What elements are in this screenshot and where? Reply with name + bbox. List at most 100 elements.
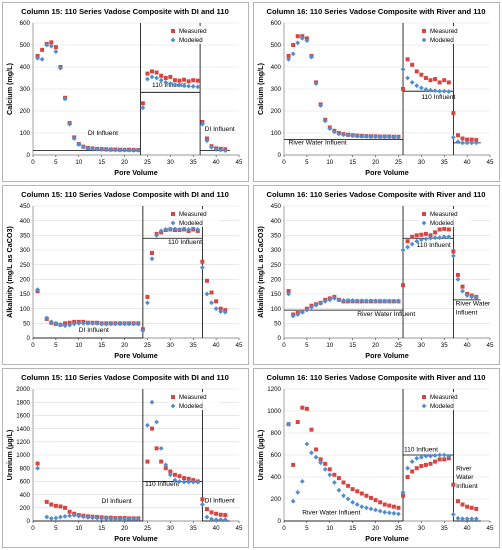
modeled-point [53,49,59,54]
modeled-point [446,453,452,459]
x-tick-label: 40 [213,342,220,349]
modeled-point [341,298,346,303]
legend-modeled-label: Modeled [179,37,203,44]
measured-point [414,233,419,238]
modeled-point [149,74,155,80]
y-tick-label: 600 [271,452,282,459]
x-tick-label: 25 [395,525,402,532]
measured-point [150,69,155,74]
measured-point [401,283,406,288]
chart-panel-alkalinity-col15: Column 15: 110 Series Vadose Composite w… [2,185,249,365]
modeled-point [213,306,219,312]
x-tick-label: 15 [98,525,105,532]
x-tick-label: 25 [144,159,151,166]
legend-measured-swatch [171,212,175,216]
legend-measured-label: Measured [179,28,207,35]
modeled-point [145,76,150,82]
measured-point [433,230,438,235]
measured-point [433,459,438,464]
y-tick-label: 200 [271,277,282,284]
modeled-point [345,132,351,138]
modeled-point [145,300,150,306]
influent-annotation: River [456,465,472,472]
measured-point [446,227,451,232]
x-tick-label: 10 [326,159,333,166]
modeled-point [222,148,228,153]
modeled-point [113,321,118,327]
measured-point [163,466,168,471]
legend-modeled-label: Modeled [179,403,203,410]
chart-panel-calcium-col15: Column 15: 110 Series Vadose Composite w… [2,2,249,182]
modeled-point [85,320,91,326]
modeled-point [377,298,383,304]
modeled-point [450,512,456,517]
modeled-point [350,499,356,505]
modeled-point [304,307,310,313]
modeled-point [167,81,173,86]
modeled-point [450,253,456,259]
x-tick-label: 40 [213,525,220,532]
y-axis-label: Calcium (mg/L) [5,62,14,115]
x-tick-label: 15 [98,159,105,166]
modeled-point [428,235,433,241]
x-tick-label: 10 [75,159,82,166]
y-tick-label: 400 [271,218,282,225]
legend-measured-label: Measured [179,394,207,401]
modeled-point [299,309,305,315]
legend-measured-label: Measured [430,394,458,401]
modeled-point [103,147,109,153]
measured-point [327,467,332,472]
modeled-point [117,321,123,327]
modeled-point [158,77,164,83]
measured-point [350,487,355,492]
modeled-point [286,421,291,427]
modeled-point [90,515,95,521]
y-tick-label: 1000 [267,408,281,415]
measured-point [396,505,401,510]
measured-point [465,504,470,509]
modeled-point [396,511,401,517]
measured-point [382,502,387,507]
measured-point [410,234,415,239]
influent-annotation: 110 Influent [145,481,179,488]
x-tick-label: 20 [372,342,379,349]
measured-point [145,294,150,299]
measured-point [428,233,433,238]
measured-point [401,87,406,91]
modeled-point [304,441,310,447]
measured-point [469,505,474,510]
measured-point [451,111,456,116]
y-tick-label: 600 [271,20,282,27]
modeled-point [76,142,82,147]
measured-point [442,226,447,231]
legend-measured-swatch [171,395,175,399]
y-axis-label: Calcium (mg/L) [256,62,265,115]
modeled-point [418,237,424,243]
modeled-point [286,56,291,62]
y-tick-label: 400 [20,64,31,71]
modeled-point [331,296,337,301]
modeled-point [163,462,169,468]
influent-annotation: DI Influent [88,130,118,137]
modeled-point [90,320,95,326]
chart-svg: Column 15: 110 Series Vadose Composite w… [5,190,243,360]
legend-measured-swatch [422,212,426,216]
modeled-point [48,43,54,49]
modeled-point [309,450,314,456]
influent-annotation: DI Influent [205,126,235,133]
y-tick-label: 0 [278,518,282,525]
modeled-point [373,134,378,140]
influent-annotation: Influent [456,310,478,317]
legend-measured-label: Measured [430,28,458,35]
y-tick-label: 1000 [16,452,30,459]
y-axis-label: Uranium (µg/L) [256,429,265,480]
measured-point [182,476,187,481]
legend-background [419,26,471,44]
chart-panel-uranium-col16: Column 16: 110 Series Vadose Composite w… [253,368,500,548]
measured-point [58,504,63,509]
y-tick-label: 1200 [267,386,281,393]
modeled-point [99,147,105,152]
modeled-point [359,133,365,139]
legend-measured-label: Measured [430,211,458,218]
modeled-point [80,144,86,150]
